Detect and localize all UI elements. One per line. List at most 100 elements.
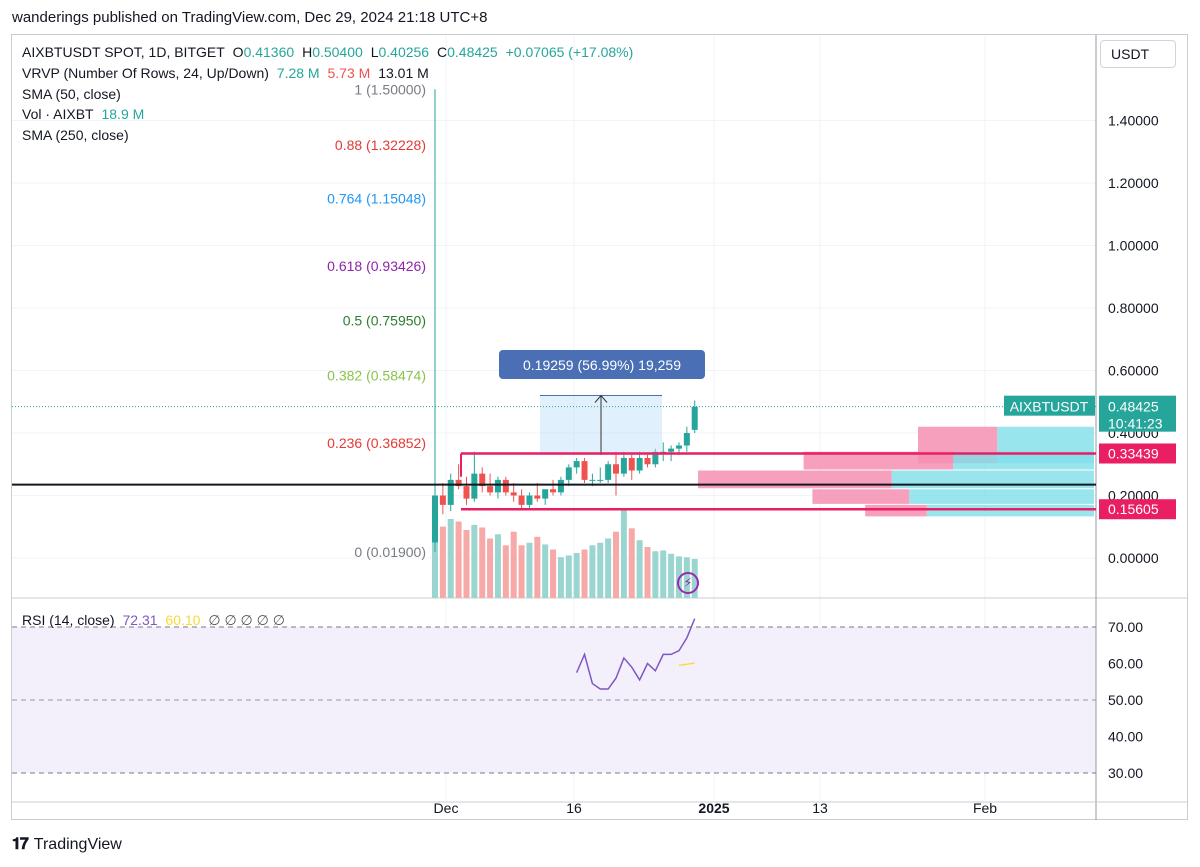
close-value: 0.48425: [447, 44, 498, 60]
vrvp-bar-up: [891, 470, 1094, 489]
symbol-name[interactable]: AIXBTUSDT SPOT, 1D, BITGET: [22, 44, 225, 60]
volume-bar: [597, 542, 604, 598]
price-tag-countdown: 10:41:23: [1108, 416, 1163, 432]
candle-body: [518, 495, 525, 505]
rsi-axis-label: 40.00: [1108, 729, 1143, 745]
price-axis-label: 1.40000: [1108, 113, 1159, 129]
footer: 𝟏𝟕 TradingView: [12, 836, 122, 854]
time-axis-label: Dec: [434, 800, 459, 816]
price-tag-value: 0.33439: [1108, 446, 1159, 462]
symbol-tag-label: AIXBTUSDT: [1010, 399, 1089, 415]
high-label: H: [302, 44, 313, 60]
volume-bar: [447, 518, 454, 598]
price-tag-value: 0.15605: [1108, 501, 1159, 517]
symbol-tag-bg: [1004, 395, 1095, 416]
time-axis-label: 13: [812, 800, 828, 816]
legend-vrvp-row[interactable]: VRVP (Number Of Rows, 24, Up/Down) 7.28 …: [22, 65, 433, 81]
legend-symbol-row: AIXBTUSDT SPOT, 1D, BITGET O0.41360 H0.5…: [22, 44, 637, 60]
fib-level-label: 0.236 (0.36852): [327, 435, 426, 451]
candle-body: [557, 479, 564, 493]
vrvp-total: 13.01 M: [378, 65, 429, 81]
candle-body: [581, 461, 588, 480]
price-axis-label: 0.60000: [1108, 363, 1159, 379]
measure-arrow-head: [594, 394, 608, 403]
candle-body: [573, 461, 580, 468]
candle-body: [660, 451, 667, 453]
rsi-axis-label: 50.00: [1108, 692, 1143, 708]
candle-body: [589, 479, 596, 481]
legend-sma50[interactable]: SMA (50, close): [22, 86, 121, 102]
chart-frame: [11, 34, 1188, 820]
fib-level-label: 0.88 (1.32228): [335, 137, 426, 153]
legend-volume-row[interactable]: Vol · AIXBT 18.9 M: [22, 106, 148, 122]
volume-bar: [613, 531, 620, 598]
currency-selector[interactable]: USDT: [1100, 40, 1176, 68]
candle-body: [683, 433, 690, 446]
vrvp-up: 7.28 M: [276, 65, 320, 81]
candle-body: [542, 489, 549, 499]
candle-body: [494, 479, 501, 493]
rsi-axis-label: 30.00: [1108, 765, 1143, 781]
volume-bar: [652, 551, 659, 598]
rsi-value: 72.31: [122, 612, 158, 628]
measure-label-bg: [499, 350, 705, 379]
open-label: O: [232, 44, 244, 60]
candle-body: [526, 495, 533, 505]
measure-label: 0.19259 (56.99%) 19,259: [523, 357, 681, 373]
price-axis-label: 0.00000: [1108, 550, 1159, 566]
candle-body: [534, 495, 541, 499]
candle-body: [479, 473, 486, 487]
volume-bar: [620, 508, 627, 598]
volume-bar: [439, 526, 446, 598]
volume-bar: [463, 530, 470, 598]
candle-body: [652, 451, 659, 465]
price-tag-bg: [1099, 395, 1176, 432]
candle-body: [439, 495, 446, 505]
low-label: L: [370, 44, 379, 60]
volume-bar: [644, 547, 651, 598]
footer-brand: TradingView: [33, 836, 122, 853]
price-tag-value: 0.48425: [1108, 399, 1159, 415]
volume-bar: [494, 534, 501, 598]
volume-bar: [487, 538, 494, 598]
volume-label: Vol · AIXBT: [22, 106, 94, 122]
vrvp-bar-down: [698, 470, 892, 489]
vrvp-bar-up: [953, 451, 1094, 470]
volume-bar: [534, 536, 541, 598]
candle-body: [605, 464, 612, 480]
price-axis-label: 0.80000: [1108, 300, 1159, 316]
candle-body: [668, 448, 675, 452]
price-tag-bg: [1099, 499, 1176, 520]
volume-bar: [471, 524, 478, 598]
legend-sma250[interactable]: SMA (250, close): [22, 127, 129, 143]
vrvp-bar-down: [812, 489, 910, 504]
volume-bar: [589, 545, 596, 598]
rsi-ma-value: 60.10: [165, 612, 201, 628]
volume-bar: [510, 531, 517, 598]
rsi-line: [575, 618, 696, 690]
open-value: 0.41360: [243, 44, 295, 60]
low-value: 0.40256: [378, 44, 430, 60]
candle-body: [636, 458, 643, 471]
vrvp-bar-down: [803, 451, 954, 470]
rsi-label: RSI (14, close): [22, 612, 115, 628]
fib-level-label: 0.5 (0.75950): [343, 313, 426, 329]
price-tag-bg: [1099, 443, 1176, 464]
high-value: 0.50400: [312, 44, 363, 60]
volume-bar: [526, 542, 533, 598]
volume-bar: [502, 545, 509, 598]
lightning-icon[interactable]: ⚡: [677, 572, 699, 594]
time-axis-label: 16: [566, 800, 582, 816]
candle-body: [487, 486, 494, 493]
tradingview-logo-icon: 𝟏𝟕: [12, 836, 29, 853]
volume-bar: [660, 550, 667, 598]
volume-bar: [668, 553, 675, 598]
candle-body: [455, 479, 462, 487]
fib-level-label: 0 (0.01900): [354, 544, 426, 560]
fib-level-label: 1 (1.50000): [354, 81, 426, 97]
candle-body: [644, 458, 651, 465]
candle-body: [432, 495, 438, 543]
legend-rsi-row[interactable]: RSI (14, close) 72.31 60.10 ∅ ∅ ∅ ∅ ∅: [22, 612, 289, 629]
volume-bar: [573, 552, 580, 598]
